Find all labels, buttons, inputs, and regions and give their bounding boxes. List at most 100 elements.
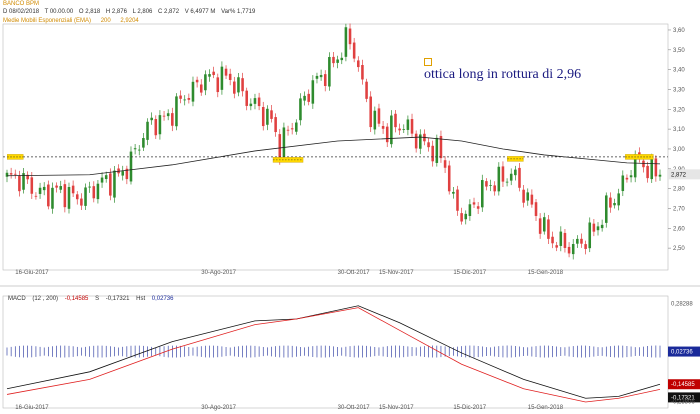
macd-line — [6, 305, 661, 399]
candle-body — [224, 68, 228, 76]
candle-body — [67, 187, 71, 209]
ohlc-high: H 2,876 — [105, 9, 127, 15]
candle-body — [435, 137, 439, 163]
candle-body — [373, 110, 377, 130]
candle-body — [534, 202, 538, 216]
candle-body — [154, 119, 158, 136]
candle-body — [30, 177, 34, 194]
candle-body — [183, 99, 186, 101]
candle-body — [654, 158, 658, 177]
price-tick-label: 3,50 — [673, 48, 685, 54]
ema-label: Medie Mobili Esponenziali (EMA) — [3, 18, 92, 24]
candle-body — [299, 98, 302, 121]
candle-body — [427, 142, 430, 148]
candle-body — [42, 186, 46, 191]
candle-body — [166, 113, 170, 117]
candle-body — [398, 128, 401, 131]
candle-body — [129, 151, 133, 182]
macd-signal-line — [6, 307, 661, 403]
candle-body — [5, 172, 9, 177]
candle-body — [509, 173, 513, 181]
annotation-marker[interactable] — [424, 58, 432, 66]
candle-body — [357, 60, 360, 68]
candle-body — [340, 57, 344, 61]
candle-body — [113, 170, 116, 198]
candle-body — [303, 95, 306, 101]
candle-body — [414, 133, 418, 149]
candle-body — [559, 231, 563, 246]
candle-body — [567, 246, 571, 254]
price-x-tick-label: 30-Ott-2017 — [338, 270, 371, 276]
candle-body — [80, 198, 83, 206]
candle-body — [47, 184, 50, 207]
candle-body — [270, 110, 273, 119]
candle-body — [38, 187, 42, 194]
candle-body — [658, 174, 662, 177]
candle-body — [493, 185, 496, 192]
price-x-tick-label: 15-Dic-2017 — [453, 270, 486, 276]
candle-body — [274, 117, 277, 133]
candle-body — [381, 126, 385, 129]
macd-readout: MACD (12 , 200) -0,14585 S -0,17321 Hst … — [8, 296, 178, 302]
macd-value-tag — [668, 379, 700, 390]
price-tick-label: 2,50 — [673, 246, 685, 252]
ohlc-change: Var% 1,7719 — [221, 9, 256, 15]
candle-body — [241, 78, 244, 92]
candle-body — [365, 81, 368, 99]
last-price-tag — [668, 169, 700, 180]
candle-body — [394, 113, 397, 128]
candle-body — [133, 148, 137, 150]
macd-x-tick-label: 15-Dic-2017 — [453, 405, 486, 411]
candle-body — [253, 98, 257, 104]
candle-body — [315, 75, 319, 79]
candle-body — [472, 202, 476, 205]
candle-body — [266, 108, 269, 125]
candle-body — [431, 145, 434, 162]
candle-body — [212, 71, 215, 76]
ohlc-close: C 2,872 — [158, 9, 180, 15]
candle-body — [307, 93, 310, 102]
candle-body — [22, 173, 25, 190]
candle-body — [100, 177, 104, 183]
candle-body — [179, 95, 182, 99]
candle-body — [385, 126, 389, 143]
candle-body — [34, 195, 38, 197]
candle-body — [228, 73, 232, 80]
macd-x-tick-label: 15-Nov-2017 — [379, 405, 414, 411]
candle-body — [447, 165, 451, 192]
ohlc-low: L 2,806 — [132, 9, 153, 15]
macd-value-tag-label: 0,02736 — [671, 350, 693, 356]
price-tick-label: 3,20 — [673, 107, 685, 113]
price-x-tick-label: 15-Nov-2017 — [379, 270, 414, 276]
candle-body — [63, 184, 67, 208]
candle-body — [551, 236, 554, 244]
candle-body — [497, 166, 501, 192]
candle-body — [233, 81, 236, 94]
candle-body — [596, 226, 600, 231]
price-x-tick-label: 15-Gen-2018 — [528, 270, 564, 276]
candle-body — [237, 77, 240, 93]
candle-body — [88, 186, 91, 188]
candle-body — [352, 42, 356, 59]
candle-body — [410, 119, 414, 134]
candle-body — [26, 174, 29, 180]
candle-body — [55, 185, 58, 188]
candle-body — [443, 160, 447, 168]
candle-body — [336, 59, 339, 63]
candle-body — [125, 168, 129, 180]
ohlc-volume: V 6,4977 M — [184, 9, 216, 15]
annotation-text[interactable]: ottica long in rottura di 2,96 — [424, 67, 582, 82]
candle-body — [650, 159, 654, 180]
macd-value-tag — [668, 392, 700, 403]
candle-body — [390, 115, 393, 145]
candle-body — [295, 122, 298, 132]
macd-value-tag-label: -0,23806 — [671, 400, 695, 406]
candle-body — [261, 106, 265, 127]
candle-body — [92, 186, 96, 199]
candle-body — [104, 175, 108, 180]
candle-body — [530, 194, 534, 205]
price-tick-label: 3,00 — [673, 147, 685, 153]
candle-body — [538, 218, 542, 234]
last-price-tag-label: 2,872 — [671, 172, 687, 178]
price-tick-label: 3,60 — [673, 28, 685, 34]
